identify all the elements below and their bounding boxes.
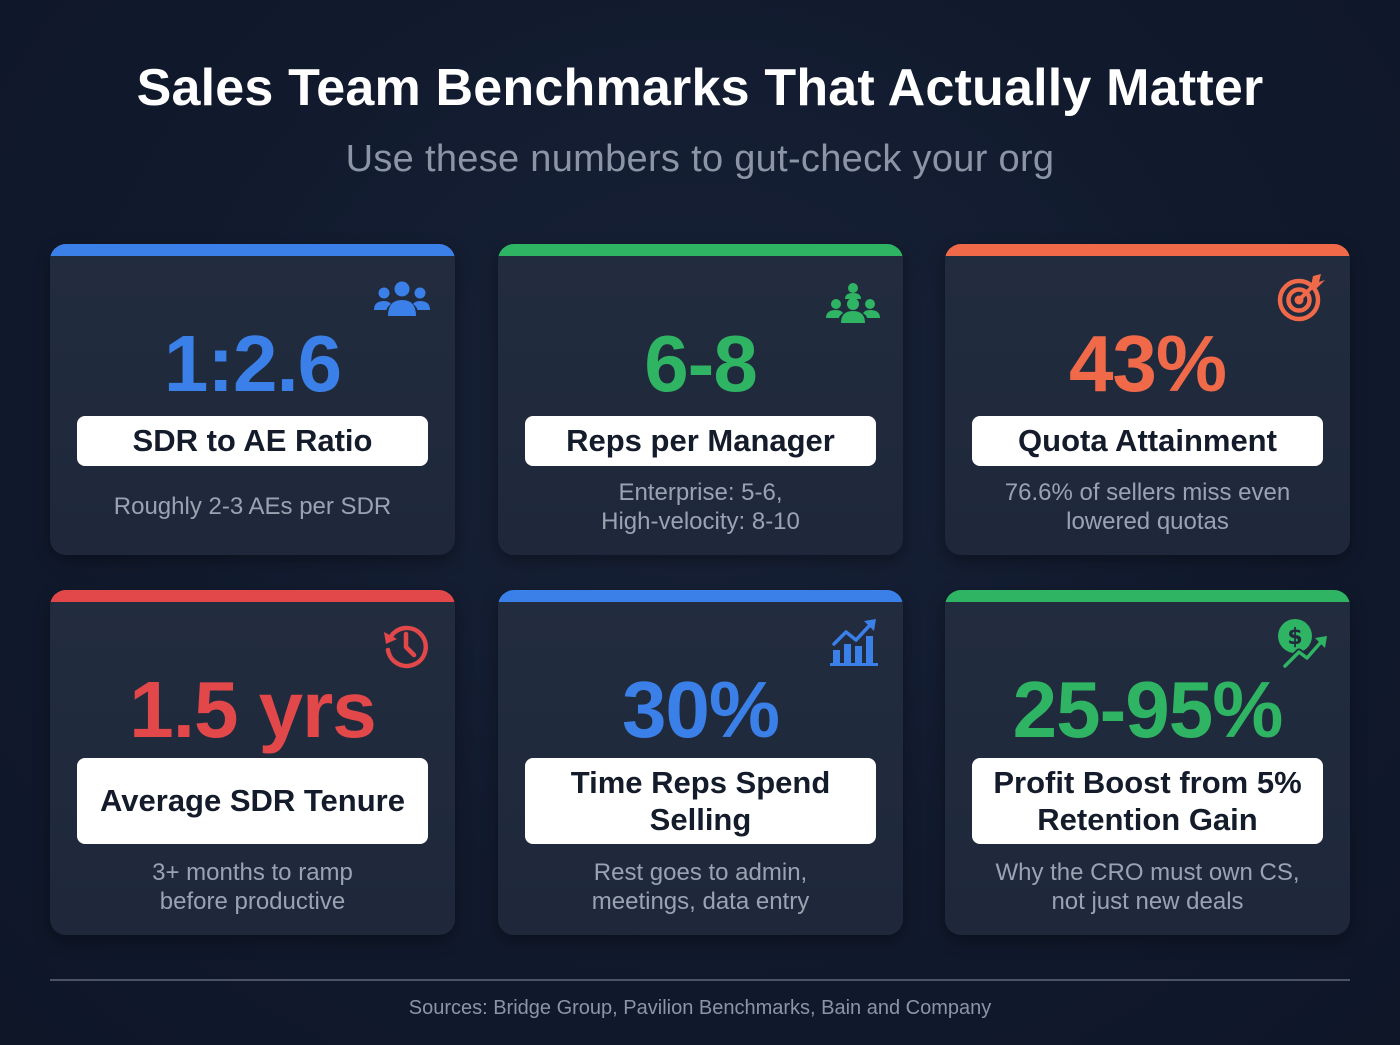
metric-value: 6-8 (644, 319, 758, 408)
description-line: Why the CRO must own CS, (995, 859, 1300, 886)
metric-description: 3+ months to ramp before productive (50, 858, 455, 916)
svg-text:$: $ (1287, 625, 1302, 650)
metric-value: 25-95% (1012, 665, 1284, 754)
card-accent-bar (945, 590, 1350, 602)
description-line: not just new deals (1051, 888, 1244, 915)
benchmark-card-sdr-tenure: 1.5 yrs Average SDR Tenure 3+ months to … (50, 590, 455, 935)
metric-label-line: Time Reps Spend (570, 764, 831, 800)
sources-footnote: Sources: Bridge Group, Pavilion Benchmar… (408, 997, 992, 1019)
benchmark-card-time-selling: 30% Time Reps Spend Selling Rest goes to… (498, 590, 903, 935)
metric-label-text: Quota Attainment (1018, 423, 1277, 459)
metric-description: Enterprise: 5-6, High-velocity: 8-10 (498, 478, 903, 536)
page-title: Sales Team Benchmarks That Actually Matt… (136, 59, 1264, 117)
metric-description: Why the CRO must own CS, not just new de… (945, 858, 1350, 916)
benchmark-card-sdr-ae-ratio: 1:2.6 SDR to AE Ratio Roughly 2-3 AEs pe… (50, 244, 455, 555)
metric-label-text: Average SDR Tenure (100, 783, 405, 819)
description-line: Rest goes to admin, (593, 859, 808, 886)
metric-label: Time Reps Spend Selling (525, 758, 876, 844)
card-accent-bar (50, 590, 455, 602)
metric-label-line: Profit Boost from 5% (993, 764, 1302, 800)
metric-value: 1.5 yrs (129, 665, 377, 754)
description-line: Roughly 2-3 AEs per SDR (113, 493, 392, 520)
metric-label: SDR to AE Ratio (77, 416, 428, 466)
metric-value: 1:2.6 (163, 319, 342, 408)
metric-label-text: Reps per Manager (566, 423, 835, 459)
card-accent-bar (498, 244, 903, 256)
benchmark-card-reps-per-manager: 6-8 Reps per Manager Enterprise: 5-6, Hi… (498, 244, 903, 555)
description-line: 76.6% of sellers miss even (1004, 479, 1291, 506)
users-group-icon (372, 280, 432, 320)
metric-description: 76.6% of sellers miss even lowered quota… (945, 478, 1350, 536)
benchmark-card-quota-attainment: 43% Quota Attainment 76.6% of sellers mi… (945, 244, 1350, 555)
metric-description: Roughly 2-3 AEs per SDR (50, 492, 455, 521)
metric-label: Reps per Manager (525, 416, 876, 466)
card-accent-bar (50, 244, 455, 256)
description-line: Enterprise: 5-6, (618, 479, 783, 506)
metric-label-line: Selling (649, 802, 752, 837)
description-line: meetings, data entry (591, 888, 810, 915)
card-accent-bar (945, 244, 1350, 256)
footer-divider (50, 979, 1350, 981)
description-line: 3+ months to ramp (152, 859, 353, 886)
page-subtitle: Use these numbers to gut-check your org (345, 138, 1055, 180)
metric-label: Profit Boost from 5% Retention Gain (972, 758, 1323, 844)
target-icon (1277, 272, 1327, 324)
metric-label-line: Retention Gain (1037, 802, 1258, 837)
history-clock-icon (381, 620, 431, 670)
description-line: before productive (159, 888, 346, 915)
description-line: High-velocity: 8-10 (601, 508, 800, 535)
bar-chart-growth-icon (828, 616, 880, 668)
metric-value: 30% (621, 665, 780, 754)
dollar-growth-icon: $ (1273, 616, 1329, 670)
description-line: lowered quotas (1066, 508, 1229, 535)
metric-label: Quota Attainment (972, 416, 1323, 466)
card-accent-bar (498, 590, 903, 602)
metric-description: Rest goes to admin, meetings, data entry (498, 858, 903, 916)
team-hierarchy-icon (825, 282, 881, 324)
metric-value: 43% (1068, 319, 1227, 408)
benchmark-card-retention-profit: $ 25-95% Profit Boost from 5% Retention … (945, 590, 1350, 935)
metric-label-text: SDR to AE Ratio (132, 423, 373, 459)
metric-label: Average SDR Tenure (77, 758, 428, 844)
